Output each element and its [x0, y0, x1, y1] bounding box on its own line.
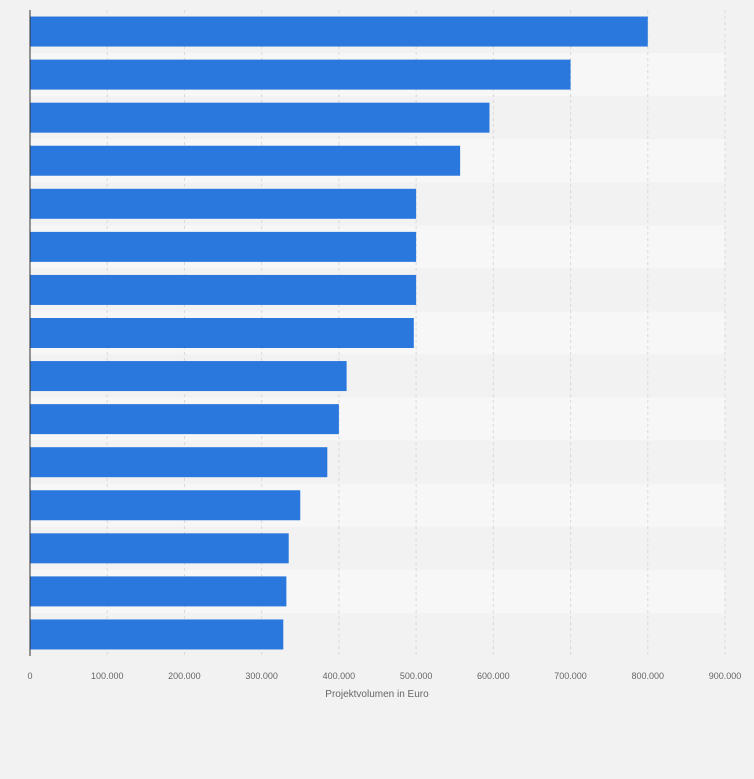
bars	[30, 16, 648, 650]
x-tick-label: 900.000	[709, 671, 742, 681]
x-tick-labels: 0 100.000 200.000 300.000 400.000 500.000 600.…	[27, 671, 741, 681]
x-tick-label: 100.000	[91, 671, 124, 681]
x-tick-label: 500.000	[400, 671, 433, 681]
x-tick-label: 800.000	[632, 671, 665, 681]
bar	[30, 361, 347, 392]
bar	[30, 102, 490, 133]
bar	[30, 16, 648, 47]
x-tick-label: 400.000	[323, 671, 356, 681]
bar	[30, 188, 417, 219]
bar	[30, 490, 301, 521]
bar	[30, 231, 417, 262]
x-axis-title: Projektvolumen in Euro	[325, 689, 429, 700]
x-tick-label: 600.000	[477, 671, 510, 681]
bar	[30, 274, 417, 305]
x-tick-label: 300.000	[245, 671, 278, 681]
bar	[30, 619, 284, 650]
bar	[30, 59, 571, 90]
bar	[30, 145, 461, 176]
bar	[30, 576, 287, 607]
bar	[30, 533, 289, 564]
bar	[30, 318, 414, 348]
bar	[30, 404, 339, 435]
bar	[30, 447, 328, 478]
x-tick-label: 0	[27, 671, 32, 681]
x-tick-label: 700.000	[554, 671, 587, 681]
x-tick-label: 200.000	[168, 671, 201, 681]
